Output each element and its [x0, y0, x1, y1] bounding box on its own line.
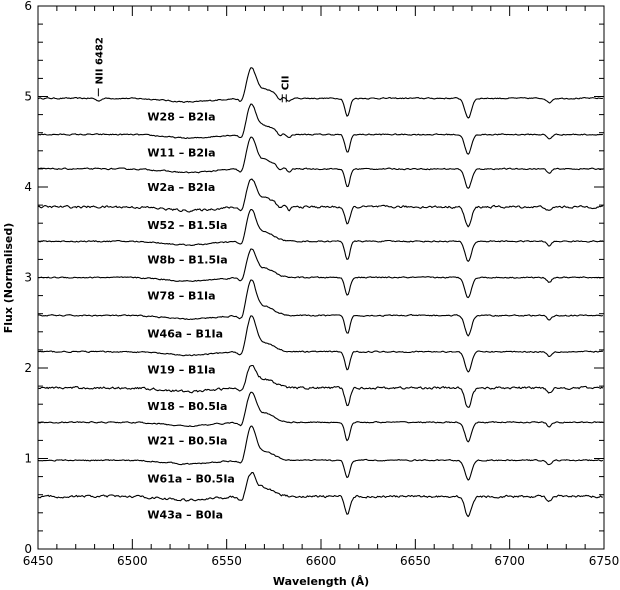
y-tick-label: 2 — [24, 361, 32, 375]
spectrum-label: W43a – B0Ia — [147, 509, 223, 522]
spectrum-label: W52 – B1.5Ia — [147, 219, 227, 232]
spectrum-line — [37, 279, 604, 337]
x-tick-label: 6550 — [211, 554, 242, 568]
x-tick-label: 6650 — [400, 554, 431, 568]
annotation-label: NII 6482 — [94, 37, 105, 84]
y-tick-label: 0 — [24, 542, 32, 556]
spectrum-line — [37, 136, 604, 189]
y-tick-label: 4 — [24, 180, 32, 194]
spectrum-line — [37, 391, 604, 443]
spectrum-line — [37, 471, 603, 518]
spectrum-label: W21 – B0.5Ia — [147, 434, 227, 447]
spectrum-line — [37, 364, 604, 408]
spectrum-line — [37, 208, 604, 262]
spectrum-line — [37, 67, 603, 119]
spectrum-label: W11 – B2Ia — [147, 147, 215, 160]
spectrum-label: W18 – B0.5Ia — [147, 400, 227, 413]
x-axis-title: Wavelength (Å) — [273, 575, 369, 588]
spectrum-line — [37, 103, 603, 155]
x-tick-label: 6500 — [117, 554, 148, 568]
y-tick-label: 3 — [24, 271, 32, 285]
spectrum-line — [37, 178, 603, 228]
y-tick-label: 6 — [24, 0, 32, 13]
x-tick-label: 6450 — [23, 554, 54, 568]
spectrum-label: W28 – B2Ia — [147, 110, 215, 123]
spectrum-line — [37, 425, 604, 481]
spectrum-line — [38, 315, 603, 373]
spectrum-line — [37, 248, 604, 299]
x-tick-label: 6700 — [494, 554, 525, 568]
y-axis-title: Flux (Normalised) — [2, 223, 15, 334]
spectrum-label: W61a – B0.5Ia — [147, 472, 234, 485]
annotation-label: CII — [280, 76, 291, 91]
spectrum-label: W46a – B1Ia — [147, 328, 223, 341]
x-tick-label: 6600 — [306, 554, 337, 568]
spectrum-label: W2a – B2Ia — [147, 181, 215, 194]
spectrum-label: W8b – B1.5Ia — [147, 253, 227, 266]
y-tick-label: 5 — [24, 90, 32, 104]
x-tick-label: 6750 — [589, 554, 620, 568]
spectrum-label: W78 – B1Ia — [147, 290, 215, 303]
y-tick-label: 1 — [24, 452, 32, 466]
spectrum-label: W19 – B1Ia — [147, 364, 215, 377]
